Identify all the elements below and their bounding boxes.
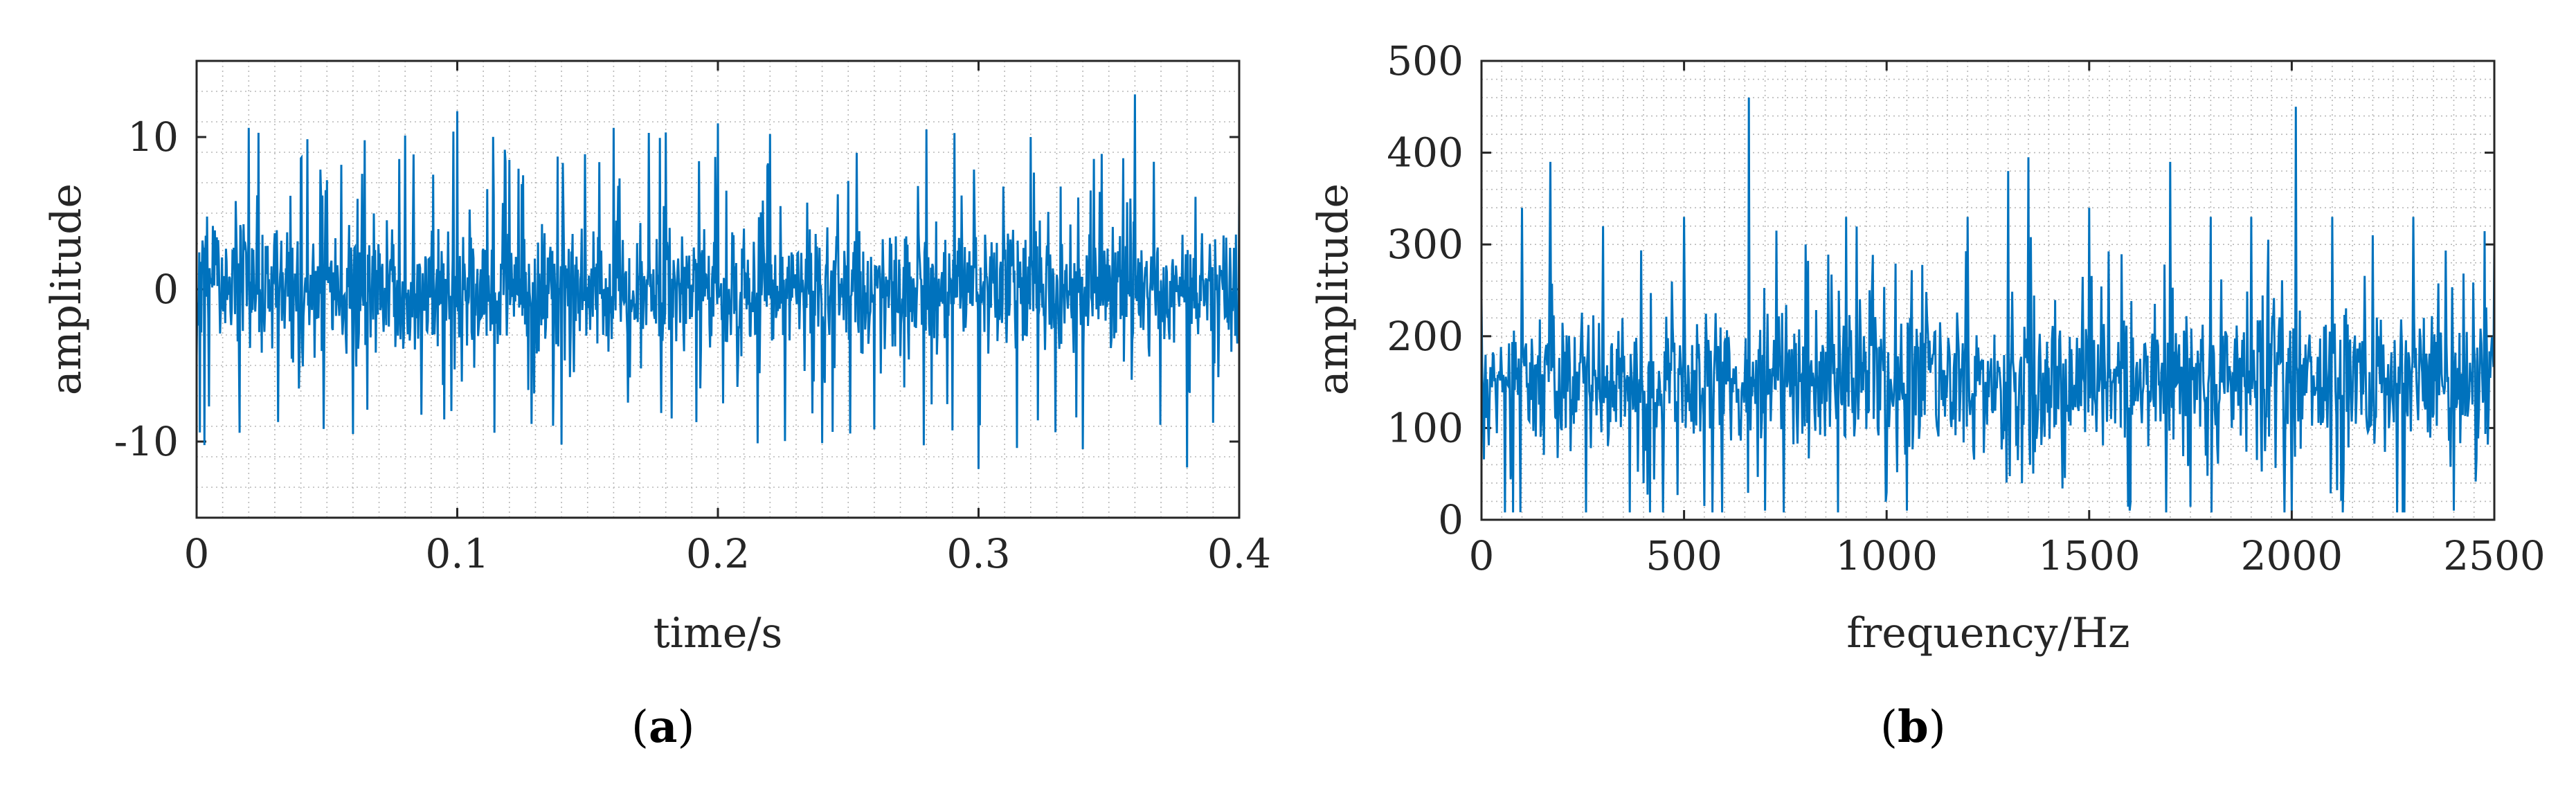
chart-a-x-tick-labels: 0 0.1 0.2 0.3 0.4 [184,530,1272,577]
a-y-tick-label: -10 [114,418,179,465]
chart-a-y-tick-labels: -10 0 10 [114,114,179,465]
b-y-tick-label: 200 [1387,313,1463,360]
b-y-tick-label: 0 [1438,496,1463,543]
a-x-tick-label: 0 [184,530,210,577]
chart-a-series-line [195,94,1241,469]
chart-a-axes-box [195,60,1241,519]
b-x-tick-label: 1000 [1835,532,1938,579]
b-x-tick-label: 0 [1469,532,1495,579]
chart-b: 0 500 1000 1500 2000 2500 0 100 200 300 400 500 fr… [1309,37,2546,753]
chart-a-x-axis-label: time/s [654,609,783,658]
chart-b-y-axis-label: amplitude [1309,183,1358,395]
b-x-tick-label: 500 [1646,532,1722,579]
chart-a-panel-label: (a) [631,701,694,753]
a-x-tick-label: 0.2 [686,530,750,577]
b-y-tick-label: 300 [1387,221,1463,268]
chart-b-series-line [1480,97,2496,513]
b-x-tick-label: 2500 [2443,532,2546,579]
a-y-tick-label: 10 [127,114,179,161]
a-x-tick-label: 0.4 [1207,530,1271,577]
chart-b-x-axis-label: frequency/Hz [1846,609,2129,658]
chart-b-panel-label: (b) [1880,701,1946,753]
b-x-tick-label: 2000 [2241,532,2343,579]
b-x-tick-label: 1500 [2038,532,2141,579]
chart-a-y-axis-label: amplitude [42,183,91,395]
b-y-tick-label: 500 [1387,37,1463,84]
chart-b-y-tick-labels: 0 100 200 300 400 500 [1387,37,1463,543]
a-y-tick-label: 0 [153,266,179,313]
a-x-tick-label: 0.3 [946,530,1010,577]
b-y-tick-label: 400 [1387,129,1463,176]
chart-a: 0 0.1 0.2 0.3 0.4 -10 0 10 time/s amplitude (a… [42,60,1272,753]
chart-b-axes-box [1480,60,2496,521]
chart-b-x-tick-labels: 0 500 1000 1500 2000 2500 [1469,532,2546,579]
b-y-tick-label: 100 [1387,404,1463,451]
a-x-tick-label: 0.1 [425,530,489,577]
